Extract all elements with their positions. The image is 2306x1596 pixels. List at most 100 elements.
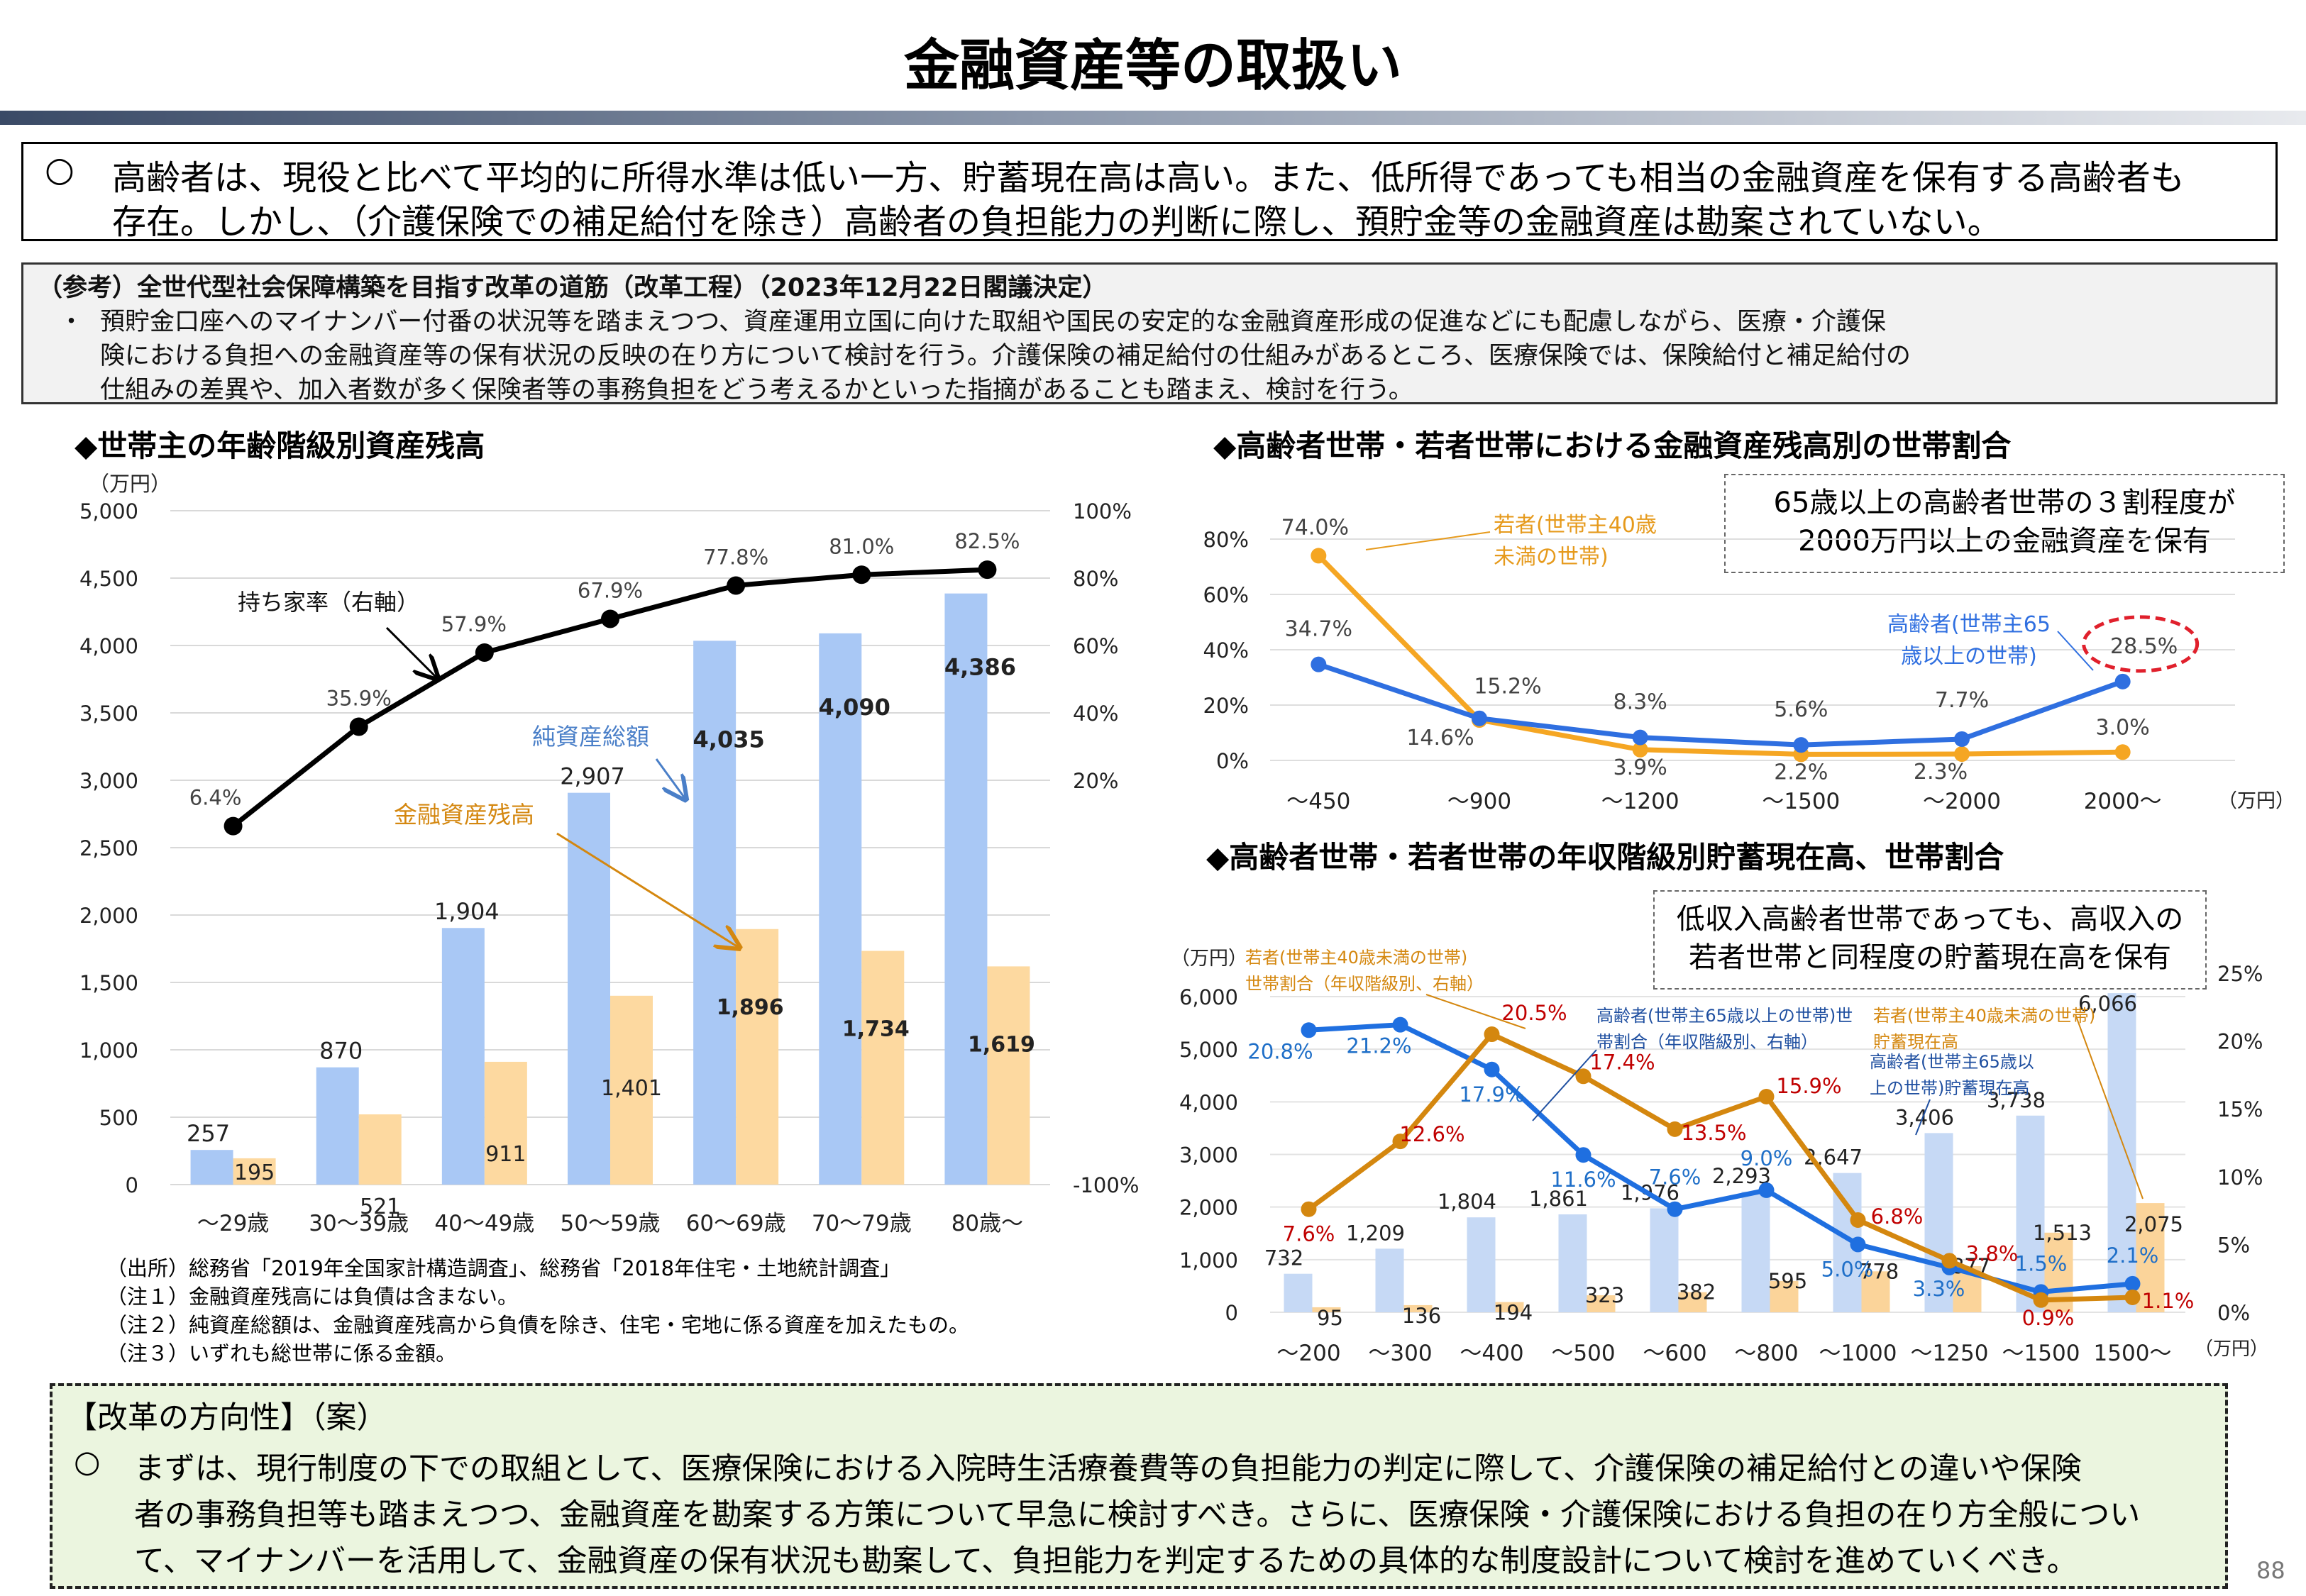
chart1-label-financial-assets: 1,401 [601,1076,662,1101]
chart1-point-home-ownership [224,816,243,836]
chart3-ytick: 2,000 [1179,1196,1238,1220]
chart1-bar-net-assets [693,641,737,1185]
chart1-y2tick: -100% [1073,1173,1139,1197]
chart1-y2tick: 40% [1073,702,1118,726]
chart2-label-elderly: 34.7% [1285,617,1352,642]
chart1-label-financial-assets: 1,619 [968,1032,1035,1057]
summary-line-2: 存在。しかし、（介護保険での補足給付を除き）高齢者の負担能力の判断に際し、預貯金… [112,202,2002,242]
chart2-legend-elderly-line2: 歳以上の世帯) [1901,644,2037,669]
chart1-label-net-assets: 257 [187,1120,230,1147]
chart1-legend-net-assets: 純資産総額 [532,723,649,750]
chart1-ytick: 1,000 [79,1038,138,1063]
chart1-xtick: 40～49歳 [434,1211,534,1236]
chart2-ytick: 0% [1216,749,1249,773]
chart2-label-elderly: 28.5% [2110,634,2178,659]
chart3-legend-young-savings-line2: 貯蓄現在高 [1873,1032,1958,1052]
chart1-y2tick: 100% [1073,499,1132,523]
chart3-xtick: ～200 [1276,1341,1340,1366]
chart1-title: ◆世帯主の年齢階級別資産残高 [75,428,485,463]
chart1-bar-financial-assets [484,1061,527,1185]
chart3-label-elderly-share: 20.8% [1247,1039,1313,1063]
chart3-label-elderly-share: 21.2% [1346,1034,1411,1058]
summary-box: ○ 高齢者は、現役と比べて平均的に所得水準は低い一方、貯蓄現在高は高い。また、低… [21,142,2278,242]
chart1-arrow-home-ownership [385,626,436,677]
chart1-label-net-assets: 4,386 [944,654,1016,681]
chart2-label-elderly: 5.6% [1774,697,1828,722]
chart3-point-elderly-share [1667,1201,1683,1217]
chart1-ytick: 4,500 [79,567,138,591]
chart1-xtick: 70～79歳 [812,1211,912,1236]
chart3-ytick: 1,000 [1179,1248,1238,1273]
chart2-ytick: 20% [1203,694,1249,718]
chart3-ytick: 4,000 [1179,1090,1238,1114]
chart3-point-elderly-share [1301,1022,1317,1038]
chart3-y2tick: 25% [2217,962,2263,986]
chart3-label-young-share: 7.6% [1283,1222,1335,1246]
reform-line-2: 者の事務負担等も踏まえつつ、金融資産を勘案する方策について早急に検討すべき。さら… [134,1497,2141,1533]
page-number: 88 [2256,1557,2285,1584]
chart1-label-financial-assets: 521 [360,1195,400,1219]
chart3-label-elderly-share: 9.0% [1740,1146,1793,1170]
chart1-point-home-ownership [978,560,997,580]
chart3-point-elderly-share [1392,1016,1408,1033]
chart2-label-young: 2.2% [1774,760,1828,785]
chart3-bar-young-savings [1678,1292,1707,1312]
chart1-xtick: 50～59歳 [561,1211,661,1236]
chart3-label-young-savings: 595 [1768,1269,1807,1293]
chart3-point-elderly-share [1484,1061,1500,1077]
chart3-label-young-savings: 778 [1860,1259,1899,1283]
chart3-bar-elderly-savings [2107,993,2136,1312]
chart2-point-elderly [1472,710,1487,726]
chart3-label-young-share: 17.4% [1589,1050,1655,1074]
chart2-legend-young-line1: 若者(世帯主40歳 [1494,513,1657,538]
chart3-line-young-share [1307,1031,2133,1303]
chart3-point-young-share [1392,1134,1408,1150]
chart1-label-financial-assets: 911 [485,1142,526,1167]
chart3-ylabel: （万円） [1171,948,1247,970]
chart3-label-elderly-share: 5.0% [1821,1257,1874,1281]
chart2-callout: 65歳以上の高齢者世帯の３割程度が 2000万円以上の金融資産を保有 [1724,474,2285,573]
reference-bullet: ・ [59,308,84,336]
chart3-y2tick: 5% [2217,1233,2250,1257]
chart3-label-elderly-share: 11.6% [1550,1168,1616,1192]
page-title: 金融資産等の取扱い [903,34,1402,98]
chart1-ytick: 500 [99,1106,138,1130]
chart3-label-young-savings: 194 [1494,1301,1533,1325]
chart2-point-elderly [1632,729,1648,746]
chart3-point-young-share [1484,1026,1500,1043]
chart3-bar-elderly-savings [1467,1217,1496,1312]
chart3-label-elderly-share: 2.1% [2107,1243,2159,1268]
chart3-label-young-share: 15.9% [1776,1074,1841,1098]
chart1-label-net-assets: 2,907 [560,763,625,790]
chart3-label-young-share: 0.9% [2022,1306,2075,1330]
chart1-label-financial-assets: 1,896 [717,995,784,1020]
chart3-ytick: 0 [1225,1301,1238,1325]
chart2-label-young: 74.0% [1281,515,1349,540]
chart1-note-source: （出所）総務省「2019年全国家計構造調査」、総務省「2018年住宅・土地統計調… [106,1256,901,1280]
chart1-label-home-ownership: 77.8% [703,545,768,569]
chart3-point-young-share [1941,1253,1958,1269]
chart3-legend-elderly-share-line1: 高齢者(世帯主65歳以上の世帯)世 [1596,1006,1853,1026]
chart2-point-young [1311,548,1327,564]
chart3-bar-elderly-savings [1284,1273,1313,1312]
reform-bullet: ○ [74,1444,101,1480]
chart2-xtick: ～2000 [1923,789,2001,814]
chart3-xtick: 1500～ [2094,1341,2172,1366]
chart1-y2tick: 80% [1073,567,1118,591]
chart1-bar-financial-assets [358,1114,402,1185]
reference-line-1: 預貯金口座へのマイナンバー付番の状況等を踏まえつつ、資産運用立国に向けた取組や国… [100,308,1886,336]
chart1-bar-net-assets [819,633,862,1185]
reference-title: （参考）全世代型社会保障構築を目指す改革の道筋（改革工程）（2023年12月22… [38,274,1108,302]
chart1-label-home-ownership: 82.5% [954,529,1020,553]
chart3-label-young-savings: 136 [1402,1304,1441,1328]
chart2-label-young: 14.6% [1406,726,1474,750]
chart1-xtick: ～29歳 [197,1211,269,1236]
chart2-xtick: 2000～ [2084,789,2162,814]
chart2-title: ◆高齢者世帯・若者世帯における金融資産残高別の世帯割合 [1213,428,2012,463]
summary-line-1: 高齢者は、現役と比べて平均的に所得水準は低い一方、貯蓄現在高は高い。また、低所得… [112,158,2185,198]
chart3-legend-young-savings-line1: 若者(世帯主40歳未満の世帯) [1873,1006,2095,1026]
chart3-bar-elderly-savings [1375,1248,1404,1312]
chart1-ytick: 2,000 [79,904,138,928]
chart3-xtick: ～500 [1551,1341,1615,1366]
chart1-point-home-ownership [727,576,746,595]
